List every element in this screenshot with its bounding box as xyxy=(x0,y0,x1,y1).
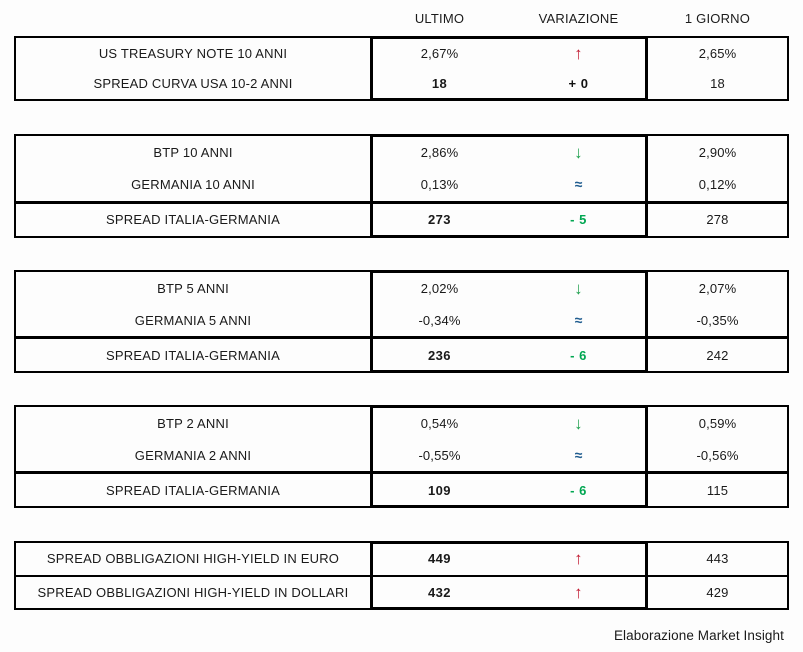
source-credit: Elaborazione Market Insight xyxy=(613,628,784,643)
variation-cell: ≈ xyxy=(509,168,648,200)
instrument-label: SPREAD ITALIA-GERMANIA xyxy=(106,482,280,498)
spread-row: SPREAD ITALIA-GERMANIA 236 - 6 242 xyxy=(16,336,787,371)
variation-cell: ↑ xyxy=(509,543,648,575)
table-row: SPREAD OBBLIGAZIONI HIGH-YIELD IN DOLLAR… xyxy=(16,574,787,609)
table-row: SPREAD CURVA USA 10-2 ANNI 18 + 0 18 xyxy=(16,69,787,100)
table-row: BTP 2 ANNI 0,54% ↓ 0,59% xyxy=(16,407,787,439)
column-header-ultimo: ULTIMO xyxy=(414,10,465,26)
table-high-yield: SPREAD OBBLIGAZIONI HIGH-YIELD IN EURO 4… xyxy=(14,541,789,610)
giorno-value: 2,07% xyxy=(698,280,737,296)
ultimo-value: 432 xyxy=(428,584,451,600)
column-header-1-giorno: 1 GIORNO xyxy=(684,10,751,26)
variation-flat-icon: ≈ xyxy=(574,176,583,193)
table-row: BTP 10 ANNI 2,86% ↓ 2,90% xyxy=(16,136,787,168)
variation-delta-text: - 6 xyxy=(570,482,587,498)
variation-down-icon: ↓ xyxy=(574,413,583,433)
variation-down-icon: ↓ xyxy=(574,278,583,298)
giorno-value: 242 xyxy=(706,347,729,363)
table-row: GERMANIA 10 ANNI 0,13% ≈ 0,12% xyxy=(16,168,787,200)
spread-row: SPREAD ITALIA-GERMANIA 109 - 6 115 xyxy=(16,471,787,506)
ultimo-value: 449 xyxy=(428,551,451,567)
variation-down-icon: ↓ xyxy=(574,142,583,162)
ultimo-value: 273 xyxy=(428,212,451,228)
instrument-label: SPREAD ITALIA-GERMANIA xyxy=(106,347,280,363)
instrument-label: GERMANIA 2 ANNI xyxy=(134,447,252,463)
variation-up-icon: ↑ xyxy=(574,582,583,602)
giorno-value: 443 xyxy=(706,551,729,567)
instrument-label: GERMANIA 10 ANNI xyxy=(131,176,255,192)
variation-delta-text: + 0 xyxy=(568,76,589,92)
giorno-value: 0,12% xyxy=(698,176,737,192)
variation-cell: ≈ xyxy=(509,439,648,471)
ultimo-value: 18 xyxy=(431,76,448,92)
spread-row: SPREAD ITALIA-GERMANIA 273 - 5 278 xyxy=(16,200,787,236)
variation-cell: - 6 xyxy=(509,474,648,506)
table-row: BTP 5 ANNI 2,02% ↓ 2,07% xyxy=(16,272,787,304)
giorno-value: -0,56% xyxy=(696,447,739,463)
variation-cell: ↓ xyxy=(509,136,648,168)
ultimo-value: 2,67% xyxy=(420,45,459,61)
ultimo-value: -0,34% xyxy=(418,312,461,328)
table-btp-2-anni: BTP 2 ANNI 0,54% ↓ 0,59% GERMANIA 2 ANNI… xyxy=(14,405,789,508)
instrument-label: SPREAD OBBLIGAZIONI HIGH-YIELD IN EURO xyxy=(46,551,340,567)
variation-delta-text: - 6 xyxy=(570,347,587,363)
variation-flat-icon: ≈ xyxy=(574,312,583,328)
column-header-variazione: VARIAZIONE xyxy=(538,10,619,26)
giorno-value: 429 xyxy=(706,584,729,600)
table-btp-5-anni: BTP 5 ANNI 2,02% ↓ 2,07% GERMANIA 5 ANNI… xyxy=(14,270,789,373)
variation-cell: ↑ xyxy=(509,38,648,69)
table-row: US TREASURY NOTE 10 ANNI 2,67% ↑ 2,65% xyxy=(16,38,787,69)
variation-cell: ↓ xyxy=(509,407,648,439)
ultimo-value: 0,13% xyxy=(420,176,459,192)
table-us-treasury: US TREASURY NOTE 10 ANNI 2,67% ↑ 2,65% S… xyxy=(14,36,789,101)
table-row: SPREAD OBBLIGAZIONI HIGH-YIELD IN EURO 4… xyxy=(16,543,787,575)
variation-cell: + 0 xyxy=(509,69,648,100)
giorno-value: 2,65% xyxy=(698,45,737,61)
instrument-label: SPREAD CURVA USA 10-2 ANNI xyxy=(93,76,293,92)
variation-cell: ↑ xyxy=(509,577,648,609)
giorno-value: 2,90% xyxy=(698,144,737,160)
instrument-label: SPREAD ITALIA-GERMANIA xyxy=(106,212,280,228)
instrument-label: GERMANIA 5 ANNI xyxy=(134,312,252,328)
giorno-value: 115 xyxy=(706,482,729,498)
giorno-value: 278 xyxy=(706,212,729,228)
variation-cell: ≈ xyxy=(509,304,648,336)
instrument-label: SPREAD OBBLIGAZIONI HIGH-YIELD IN DOLLAR… xyxy=(37,584,349,600)
ultimo-value: 2,02% xyxy=(420,280,459,296)
ultimo-value: 109 xyxy=(428,482,451,498)
table-btp-10-anni: BTP 10 ANNI 2,86% ↓ 2,90% GERMANIA 10 AN… xyxy=(14,134,789,238)
table-row: GERMANIA 2 ANNI -0,55% ≈ -0,56% xyxy=(16,439,787,471)
variation-up-icon: ↑ xyxy=(574,43,583,63)
ultimo-value: 2,86% xyxy=(420,144,459,160)
variation-cell: - 5 xyxy=(509,204,648,236)
giorno-value: -0,35% xyxy=(696,312,739,328)
variation-flat-icon: ≈ xyxy=(574,447,583,463)
column-header-row: ULTIMO VARIAZIONE 1 GIORNO xyxy=(16,7,787,29)
instrument-label: BTP 5 ANNI xyxy=(157,280,229,296)
instrument-label: BTP 2 ANNI xyxy=(157,415,229,431)
table-row: GERMANIA 5 ANNI -0,34% ≈ -0,35% xyxy=(16,304,787,336)
ultimo-value: 236 xyxy=(428,347,451,363)
ultimo-value: 0,54% xyxy=(420,415,459,431)
variation-cell: ↓ xyxy=(509,272,648,304)
giorno-value: 18 xyxy=(710,76,725,92)
instrument-label: BTP 10 ANNI xyxy=(153,144,233,160)
variation-delta-text: - 5 xyxy=(570,212,587,228)
ultimo-value: -0,55% xyxy=(418,447,461,463)
giorno-value: 0,59% xyxy=(698,415,737,431)
variation-cell: - 6 xyxy=(509,339,648,371)
variation-up-icon: ↑ xyxy=(574,549,583,569)
instrument-label: US TREASURY NOTE 10 ANNI xyxy=(98,45,288,61)
